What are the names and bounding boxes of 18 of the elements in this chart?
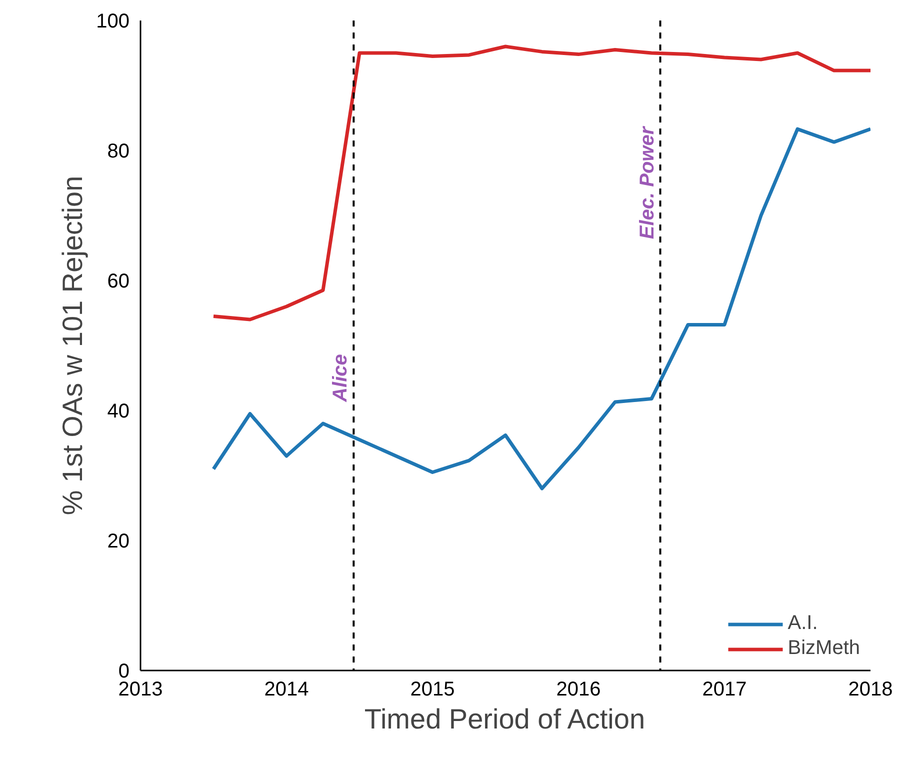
- y-tick-label: 80: [107, 140, 130, 162]
- x-tick-label: 2018: [848, 678, 893, 700]
- legend-label: A.I.: [788, 612, 818, 635]
- ref-line-label: Elec. Power: [636, 126, 658, 240]
- y-axis-title: % 1st OAs w 101 Rejection: [57, 176, 88, 516]
- y-tick-label: 20: [107, 530, 130, 552]
- x-tick-label: 2015: [410, 678, 455, 700]
- line-series: [212, 127, 870, 490]
- y-tick-label: 100: [96, 10, 130, 32]
- x-tick-label: 2017: [702, 678, 747, 700]
- x-tick-label: 2014: [264, 678, 309, 700]
- legend-label: BizMeth: [788, 637, 860, 660]
- line-series: [212, 44, 870, 322]
- x-axis-title: Timed Period of Action: [364, 704, 646, 734]
- y-tick-label: 40: [107, 400, 130, 422]
- y-tick-label: 60: [107, 270, 130, 292]
- ref-line-label: Alice: [330, 354, 352, 403]
- x-tick-label: 2016: [556, 678, 601, 700]
